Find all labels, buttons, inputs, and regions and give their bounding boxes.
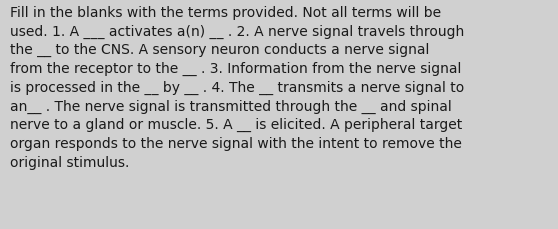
Text: Fill in the blanks with the terms provided. Not all terms will be
used. 1. A ___: Fill in the blanks with the terms provid… <box>10 6 464 169</box>
